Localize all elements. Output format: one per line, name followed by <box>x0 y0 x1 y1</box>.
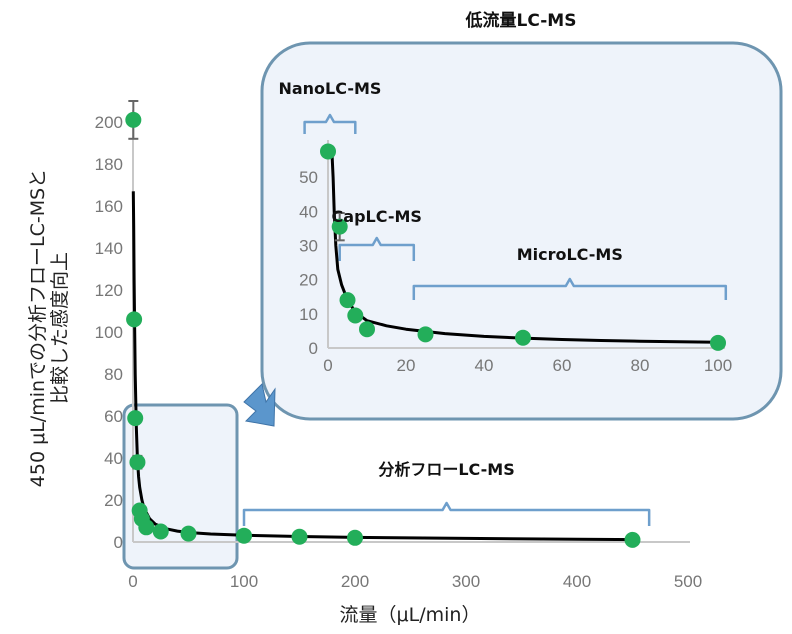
main-y-tick-label: 40 <box>104 449 123 468</box>
y-axis-label-line2: 比較した感度向上 <box>49 252 71 404</box>
inset-y-tick-label: 50 <box>299 168 318 187</box>
annotation-layer: 分析フローLC-MS NanoLC-MS CapLC-MS MicroLC-MS <box>242 79 728 526</box>
inset-y-tick-label: 0 <box>309 339 318 358</box>
inset-fit-curve <box>330 151 719 344</box>
inset-data-point <box>515 329 531 346</box>
main-y-tick-label: 200 <box>95 113 123 132</box>
inset-x-tick-label: 60 <box>553 356 572 375</box>
nano-lc-label: NanoLC-MS <box>278 79 381 98</box>
main-x-tick-label: 400 <box>563 572 591 591</box>
main-data-point <box>125 111 142 128</box>
inset-x-tick-label: 40 <box>475 356 494 375</box>
inset-x-tick-label: 0 <box>323 356 332 375</box>
main-y-tick-label: 180 <box>95 155 123 174</box>
nano-lc-bracket <box>303 113 357 134</box>
main-data-point <box>624 531 641 548</box>
main-y-tick-label: 20 <box>104 491 123 510</box>
inset-y-tick-label: 40 <box>299 202 318 221</box>
inset-data-point <box>339 292 356 309</box>
inset-plot-layer: 0 20 40 60 80 100 0 10 20 30 40 50 <box>299 143 732 375</box>
inset-y-tick-label: 20 <box>299 271 318 290</box>
inset-data-point <box>320 143 336 160</box>
main-data-point <box>138 519 155 536</box>
main-y-tick-label: 0 <box>114 533 123 552</box>
main-y-tick-label: 160 <box>95 197 123 216</box>
main-data-point <box>236 527 252 544</box>
inset-data-point <box>710 334 726 351</box>
inset-data-point <box>331 218 348 235</box>
main-data-point <box>152 523 169 540</box>
inset-panel <box>260 41 783 421</box>
main-x-tick-label: 500 <box>674 572 702 591</box>
analytical-flow-bracket <box>242 501 651 526</box>
inset-x-tick-label: 20 <box>397 356 416 375</box>
y-axis-label-line1: 450 μL/minでの分析フローLC-MSと <box>27 169 49 487</box>
cap-lc-label: CapLC-MS <box>332 207 422 226</box>
zoom-arrow-icon <box>243 383 276 427</box>
main-data-point <box>347 529 363 546</box>
inset-y-tick-label: 10 <box>299 305 318 324</box>
micro-lc-label: MicroLC-MS <box>517 245 623 264</box>
main-y-tick-label: 140 <box>95 239 123 258</box>
main-x-tick-label: 100 <box>230 572 258 591</box>
inset-y-tick-label: 30 <box>299 236 318 255</box>
analytical-flow-label: 分析フローLC-MS <box>378 460 514 479</box>
main-y-tick-label: 60 <box>104 407 123 426</box>
inset-data-point <box>347 307 364 324</box>
main-y-tick-label: 100 <box>95 323 123 342</box>
main-x-tick-label: 0 <box>128 572 137 591</box>
inset-x-tick-label: 100 <box>704 356 732 375</box>
main-data-point <box>129 454 146 471</box>
inset-title: 低流量LC-MS <box>465 10 577 31</box>
main-y-tick-label: 80 <box>104 365 123 384</box>
main-data-point <box>126 311 143 328</box>
micro-lc-bracket <box>412 277 728 300</box>
inset-data-point <box>359 321 375 338</box>
main-y-tick-label: 120 <box>95 281 123 300</box>
cap-lc-bracket <box>338 236 416 261</box>
main-x-tick-label: 300 <box>452 572 480 591</box>
main-data-point <box>127 410 144 427</box>
main-data-point <box>291 528 308 545</box>
main-x-tick-label: 200 <box>341 572 369 591</box>
inset-data-point <box>417 326 434 343</box>
main-plot-layer: 0 100 200 300 400 500020406080100120140160180… <box>95 100 702 591</box>
x-axis-label: 流量（μL/min） <box>340 604 481 626</box>
main-data-point <box>180 525 197 542</box>
inset-x-tick-label: 80 <box>631 356 650 375</box>
